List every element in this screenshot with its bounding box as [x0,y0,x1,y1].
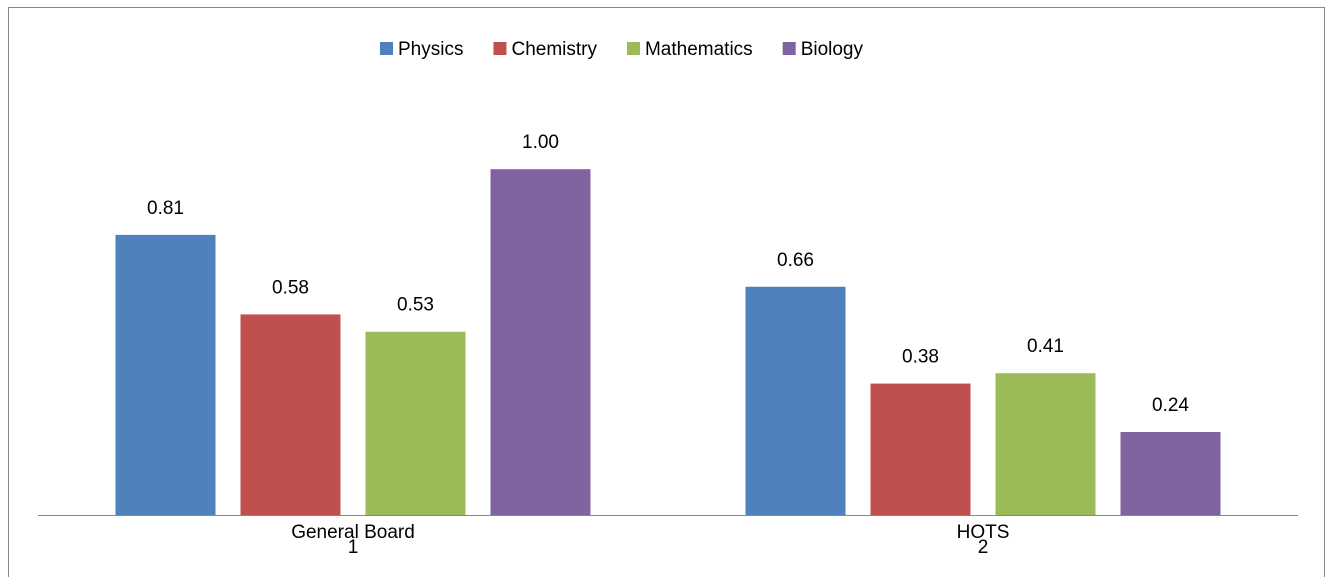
bar [745,286,846,515]
legend-swatch [380,42,393,55]
legend-label: Chemistry [511,39,597,60]
chart-frame [8,7,1325,577]
data-label: 1.00 [522,132,559,153]
legend-label: Mathematics [645,39,753,60]
x-tick-label: HOTS [957,522,1010,543]
bar [115,234,216,515]
x-tick-index: 2 [978,537,989,558]
bar [240,314,341,515]
data-label: 0.66 [777,250,814,271]
legend-label: Physics [398,39,463,60]
legend-swatch [493,42,507,55]
data-label: 0.38 [902,347,939,368]
data-label: 0.24 [1152,395,1189,416]
legend-swatch [782,42,796,55]
data-label: 0.41 [1027,336,1064,357]
data-label: 0.53 [397,295,434,316]
bar [490,169,591,515]
bar [870,383,971,515]
x-tick-index: 1 [348,537,359,558]
data-label: 0.58 [272,277,309,298]
legend-label: Biology [801,39,864,60]
bar [1120,432,1221,515]
x-tick-label: General Board [291,522,415,543]
legend-swatch [626,42,640,55]
bar [365,331,466,515]
bar [995,373,1096,515]
data-label: 0.81 [147,198,184,219]
